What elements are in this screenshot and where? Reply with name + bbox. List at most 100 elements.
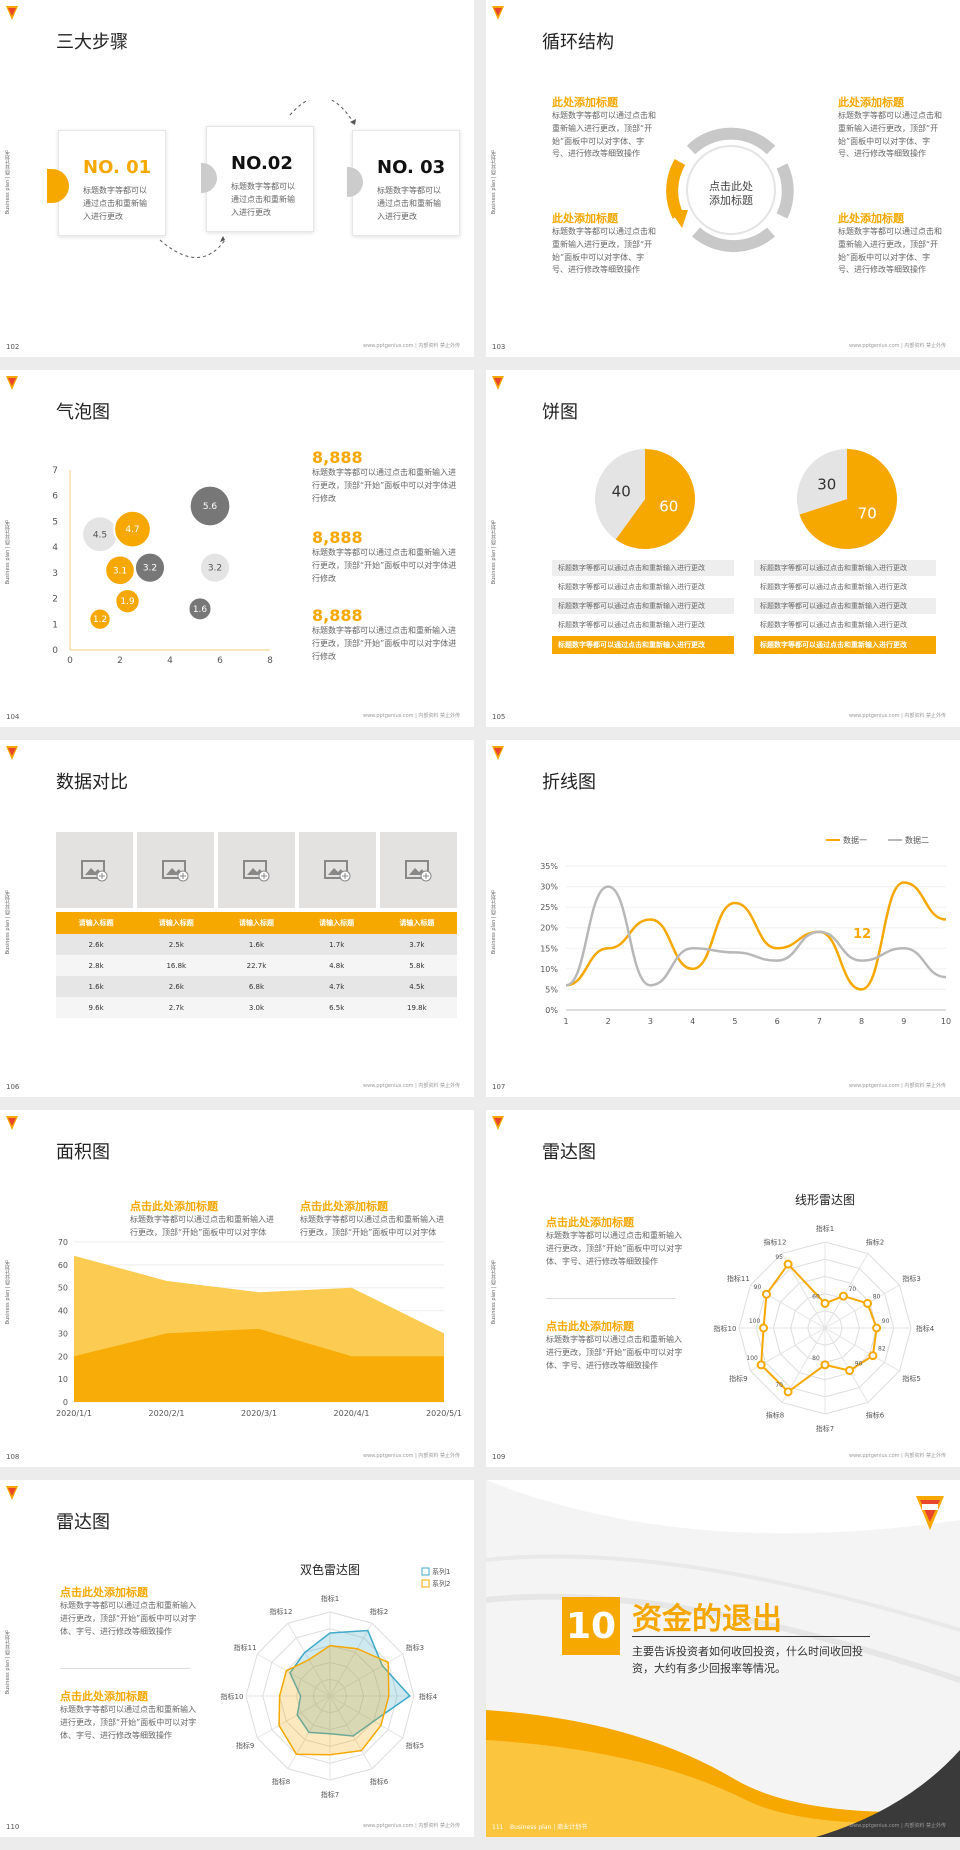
- radar-value-label: 100: [746, 1355, 758, 1362]
- bubble-label: 1.6: [193, 605, 208, 615]
- y-tick-label: 30: [58, 1329, 68, 1338]
- slide-108[interactable]: Business plan | 商业计划书 面积图 点击此处添加标题 标题数字等…: [0, 1110, 474, 1467]
- page-number: 105: [492, 713, 506, 721]
- logo-icon: [6, 376, 18, 390]
- image-placeholders: [56, 832, 457, 908]
- x-tick-label: 6: [775, 1017, 780, 1026]
- table-cell: 6.8k: [248, 982, 265, 991]
- page-number: 103: [492, 343, 506, 351]
- logo-icon: [6, 746, 18, 760]
- x-tick-label: 4: [167, 656, 173, 666]
- image-add-icon: [323, 860, 350, 882]
- footer-text: www.pptgenius.com | 内部资料 禁止外传: [362, 1083, 460, 1089]
- slide-104[interactable]: Business plan | 商业计划书 气泡图 0 2 4 6 8 0 1 2 3 4 5 6 7 1…: [0, 370, 474, 727]
- image-placeholder[interactable]: [380, 832, 457, 908]
- table-cell: 2.8k: [88, 961, 104, 970]
- x-tick-label: 5: [732, 1017, 737, 1026]
- x-tick-label: 7: [817, 1017, 822, 1026]
- slide-110[interactable]: Business plan | 商业计划书 雷达图 点击此处添加标题 标题数字等…: [0, 1480, 474, 1837]
- radar-value-label: 90: [855, 1361, 863, 1368]
- table-header: 请输入标题: [319, 919, 355, 927]
- table-cell: 1.7k: [329, 940, 345, 949]
- table-cell: 2.6k: [168, 982, 184, 991]
- radar-spoke: [329, 1623, 373, 1697]
- image-placeholder[interactable]: [137, 832, 214, 908]
- bubble-point: [88, 607, 112, 631]
- table-cell: 1.6k: [88, 982, 104, 991]
- slide-109[interactable]: Business plan | 商业计划书 雷达图 点击此处添加标题 标题数字等…: [486, 1110, 960, 1467]
- logo-icon: [492, 746, 504, 760]
- y-tick-label: 10%: [540, 965, 558, 974]
- stat-1: 8,888 标题数字等都可以通过点击和重新输入进行更改，顶部“开始”面板中可以对…: [312, 448, 457, 505]
- item-title: 点击此处添加标题: [546, 1216, 634, 1229]
- slide-103[interactable]: Business plan | 商业计划书 循环结构 点击此处添加标题 此处添加…: [486, 0, 960, 357]
- slide-105[interactable]: Business plan | 商业计划书 饼图 60 40 70 30 标题数字等…: [486, 370, 960, 727]
- item-text: 标题数字等都可以通过点击和重新输入进行更改，顶部“开始”面板中可以对字体、字号、…: [60, 1601, 197, 1636]
- image-placeholder[interactable]: [56, 832, 133, 908]
- slide-title: 循环结构: [542, 32, 614, 53]
- radar-axis-label: 指标1: [321, 1594, 339, 1603]
- radar-axis-label: 指标9: [236, 1741, 254, 1750]
- table-cell: 4.8k: [329, 961, 345, 970]
- slide-111[interactable]: 10 资金的退出 主要告诉投资者如何收回投资，什么时间收回投资，大约有多少回报率…: [486, 1480, 960, 1837]
- image-placeholder[interactable]: [299, 832, 376, 908]
- x-tick-label: 3: [648, 1017, 653, 1026]
- radar-series: [278, 1644, 390, 1756]
- step-card-3: NO. 03 标题数字等都可以通过点击和重新输入进行更改: [347, 130, 460, 236]
- pie-slice: [595, 449, 645, 540]
- footer-text: www.pptgenius.com | 内部资料 禁止外传: [362, 713, 460, 719]
- item-title: 点击此处添加标题: [130, 1200, 218, 1213]
- radar-axis-label: 指标4: [419, 1692, 438, 1701]
- x-tick-label: 2020/3/1: [241, 1409, 277, 1418]
- footer-text: www.pptgenius.com | 内部资料 禁止外传: [362, 1823, 460, 1829]
- slide-107[interactable]: Business plan | 商业计划书 折线图 0% 5% 10% 15% 20% 2…: [486, 740, 960, 1097]
- section-text: 主要告诉投资者如何收回投资，什么时间收回投资，大约有多少回报率等情况。: [632, 1645, 863, 1675]
- radar-axis-label: 指标10: [221, 1692, 244, 1701]
- slide-106[interactable]: Business plan | 商业计划书 数据对比 请输入标题 请输入标题 请…: [0, 740, 474, 1097]
- table-row: 1.6k 2.6k 6.8k 4.7k 4.5k: [56, 976, 457, 997]
- image-placeholder[interactable]: [218, 832, 295, 908]
- y-tick-label: 3: [52, 569, 58, 579]
- radar-spoke: [824, 1253, 869, 1329]
- radar-point: [783, 1259, 793, 1269]
- item-text: 标题数字等都可以通过点击和重新输入进行更改，顶部“开始”面板中可以对字体、字号、…: [546, 1231, 683, 1266]
- pie-slice: [615, 449, 695, 549]
- slide-102[interactable]: Business plan | 商业计划书 三大步骤 NO. 01 标题数字等都…: [0, 0, 474, 357]
- footer-text: www.pptgenius.com | 内部资料 禁止外传: [362, 343, 460, 349]
- image-add-icon: [80, 860, 107, 882]
- step-text: 标题数字等都可以通过点击和重新输入进行更改: [377, 186, 441, 221]
- image-add-icon: [242, 860, 269, 882]
- x-tick-label: 0: [67, 656, 73, 666]
- x-tick-label: 10: [941, 1017, 951, 1026]
- bubble-label: 4.5: [93, 530, 107, 540]
- y-tick-label: 7: [52, 466, 58, 476]
- bubble-label: 1.2: [93, 615, 107, 625]
- bubble-point: [133, 551, 167, 584]
- radar-spoke: [824, 1284, 900, 1329]
- slide-title: 三大步骤: [56, 32, 128, 53]
- item-text: 标题数字等都可以通过点击和重新输入进行更改，顶部“开始”面板中可以对字体、字号、…: [552, 227, 656, 275]
- item-title: 此处添加标题: [838, 212, 904, 225]
- radar-point: [838, 1291, 848, 1301]
- radar-axis-label: 指标9: [729, 1374, 747, 1383]
- chart-title: 双色雷达图: [300, 1563, 360, 1577]
- y-tick-label: 30%: [540, 883, 558, 892]
- legend-label: 系列1: [432, 1567, 450, 1576]
- radar-axis-label: 指标7: [321, 1790, 339, 1799]
- radar-item-1: 点击此处添加标题 标题数字等都可以通过点击和重新输入进行更改，顶部“开始”面板中…: [546, 1214, 686, 1268]
- radar-point: [759, 1323, 769, 1333]
- table-cell: 3.0k: [248, 1003, 265, 1012]
- stat-text: 标题数字等都可以通过点击和重新输入进行更改，顶部“开始”面板中可以对字体进行修改: [312, 468, 457, 503]
- footer-text: www.pptgenius.com | 内部资料 禁止外传: [848, 713, 946, 719]
- radar-axis-label: 指标8: [766, 1411, 784, 1420]
- step-marker: [201, 163, 217, 193]
- slide-title: 饼图: [542, 402, 578, 423]
- slide-title: 面积图: [56, 1142, 110, 1163]
- list-item: 标题数字等都可以通过点击和重新输入进行更改: [754, 560, 936, 576]
- pie-chart-2: 70 30: [797, 449, 897, 549]
- series-line: [565, 885, 947, 987]
- x-tick-label: 2020/1/1: [56, 1409, 92, 1418]
- x-tick-label: 6: [217, 656, 223, 666]
- table-header: 请输入标题: [238, 919, 274, 927]
